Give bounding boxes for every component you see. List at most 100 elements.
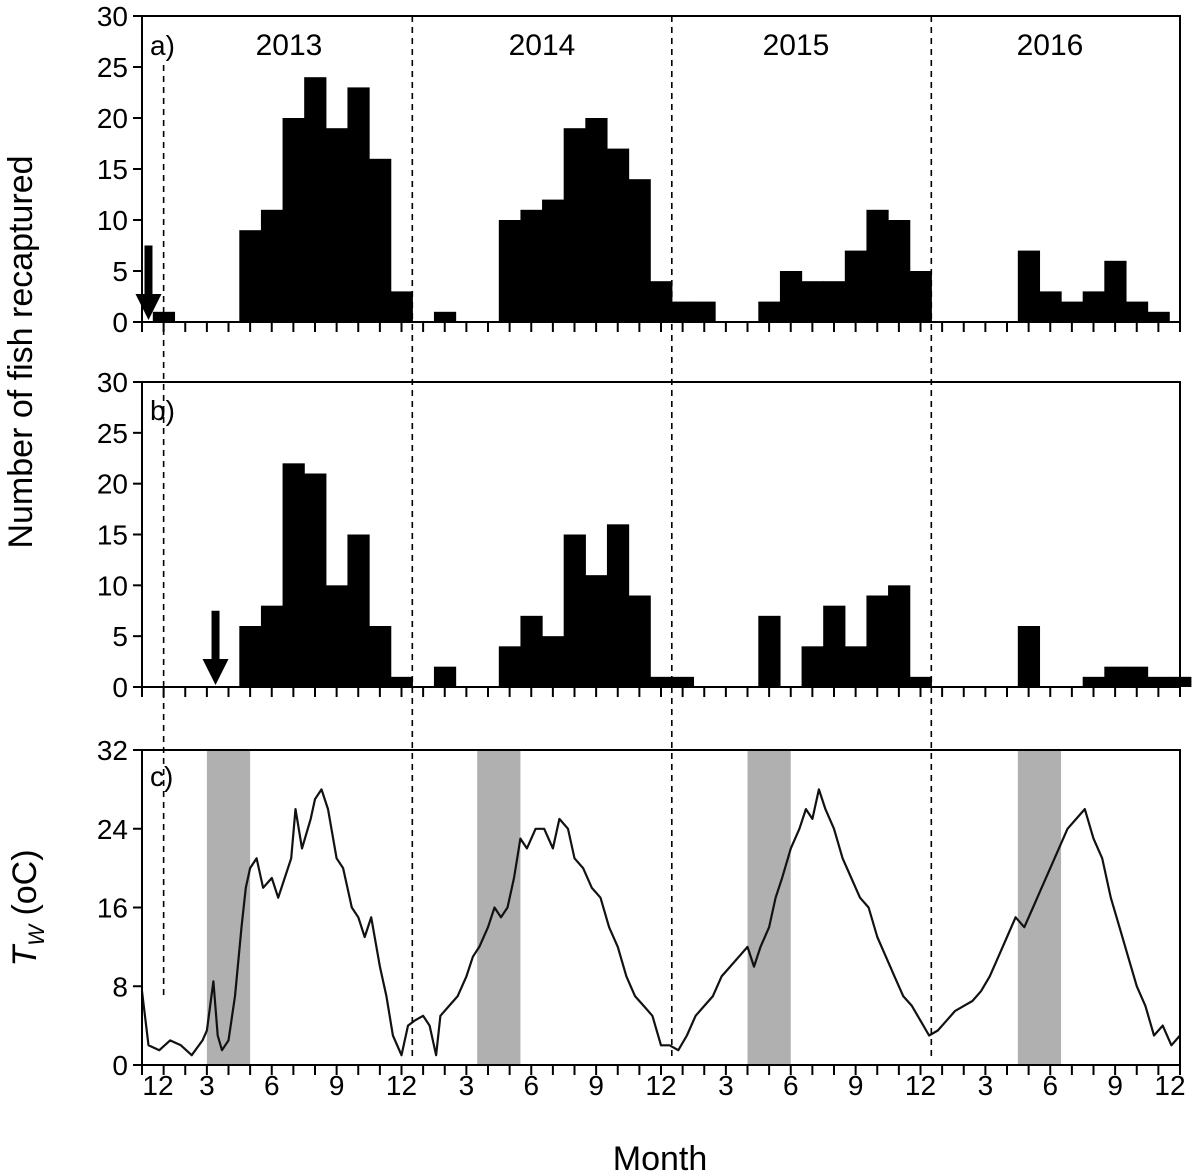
bar	[1147, 311, 1170, 322]
bar	[390, 291, 413, 322]
x-tick-label: 9	[1107, 1070, 1123, 1101]
y-tick-label: 0	[112, 307, 128, 338]
panel-c-ticks	[133, 749, 1181, 1075]
y-tick-label: 24	[97, 814, 128, 845]
y-tick-label: 5	[112, 621, 128, 652]
ylabel-unit: (oC)	[6, 849, 44, 925]
bar	[671, 676, 695, 687]
panel-b-label: b)	[150, 395, 175, 426]
bar	[369, 158, 392, 322]
x-tick-label: 9	[588, 1070, 604, 1101]
bar	[347, 87, 370, 323]
y-tick-label: 15	[97, 520, 128, 551]
panel-b-frame	[141, 381, 1181, 688]
x-tick-label: 6	[523, 1070, 539, 1101]
bar	[304, 473, 327, 687]
y-tick-label: 20	[97, 103, 128, 134]
bar	[520, 209, 543, 322]
bar	[520, 615, 543, 687]
bar	[282, 118, 305, 322]
bar	[282, 463, 305, 687]
bar	[823, 605, 846, 687]
bar	[1125, 666, 1149, 687]
bar	[304, 77, 327, 322]
bar	[260, 605, 284, 687]
year-label-2013: 2013	[256, 29, 323, 62]
bar	[866, 209, 889, 322]
arrow-head	[135, 294, 162, 320]
bar	[325, 585, 349, 687]
bar	[325, 128, 349, 322]
panel-a-ticks	[133, 15, 1181, 332]
bar	[909, 676, 932, 687]
bar	[1017, 250, 1041, 322]
bar	[671, 301, 695, 322]
bar	[758, 301, 781, 322]
temperature-line	[140, 788, 1181, 1057]
bar	[498, 220, 522, 322]
bar	[1039, 291, 1062, 322]
bar	[844, 250, 868, 322]
y-tick-label: 10	[97, 570, 128, 601]
ylabel-subscript: W	[24, 923, 49, 946]
x-tick-label: 12	[1154, 1070, 1185, 1101]
x-tick-label: 12	[645, 1070, 676, 1101]
ylabel-symbol: T	[6, 944, 44, 967]
bar	[650, 676, 673, 687]
year-label-2016: 2016	[1017, 29, 1084, 62]
x-tick-label: 12	[905, 1070, 936, 1101]
x-tick-label: 3	[718, 1070, 734, 1101]
bar	[628, 179, 651, 322]
bar	[585, 118, 608, 322]
x-tick-label: 6	[1042, 1070, 1058, 1101]
bar	[563, 128, 586, 322]
bar	[347, 534, 370, 687]
shaded-period	[747, 750, 791, 1065]
bar	[844, 646, 868, 687]
panel-c-frame	[141, 749, 1181, 1066]
panel-b-ticks	[133, 381, 1181, 697]
bar	[542, 636, 565, 687]
y-tick-label: 20	[97, 469, 128, 500]
x-tick-label: 3	[978, 1070, 994, 1101]
bar	[239, 626, 262, 687]
bar	[1104, 260, 1127, 322]
bar	[779, 271, 803, 322]
bar	[606, 524, 630, 687]
shared-y-axis-title: Number of fish recaptured	[2, 155, 40, 548]
bar	[585, 575, 608, 687]
panel-c-y-axis-title: TW (oC)	[6, 849, 49, 966]
bar	[650, 281, 673, 322]
year-separators	[162, 16, 933, 1060]
y-tick-label: 30	[97, 367, 128, 398]
bar	[152, 311, 176, 322]
bar	[758, 615, 781, 687]
bar	[909, 271, 932, 322]
bar	[823, 281, 846, 322]
x-tick-labels: 12 3 6 9 12 3 6 9 12 3 6 9 12 3 6 9 12	[142, 1070, 1185, 1101]
year-label-2015: 2015	[763, 29, 830, 62]
x-axis-title: Month	[613, 1140, 708, 1176]
bar	[866, 595, 889, 687]
bar	[1082, 291, 1105, 322]
x-tick-label: 12	[142, 1070, 173, 1101]
y-tick-label: 30	[97, 1, 128, 32]
bar	[433, 311, 457, 322]
y-tick-label: 0	[112, 1050, 128, 1081]
bar	[1082, 676, 1105, 687]
panel-a-bars	[152, 77, 1170, 323]
bar	[498, 646, 522, 687]
bar	[628, 595, 651, 687]
x-tick-label: 3	[459, 1070, 475, 1101]
bar	[801, 646, 824, 687]
panel-a-recaptures: a) 2013 2014 2015 2016	[133, 15, 1181, 332]
y-tick-label: 16	[97, 893, 128, 924]
y-tick-label: 8	[112, 971, 128, 1002]
y-tick-label: 5	[112, 256, 128, 287]
x-tick-label: 6	[783, 1070, 799, 1101]
bar	[1125, 301, 1149, 322]
bar	[606, 148, 630, 322]
bar	[433, 666, 457, 687]
bar	[1104, 666, 1127, 687]
